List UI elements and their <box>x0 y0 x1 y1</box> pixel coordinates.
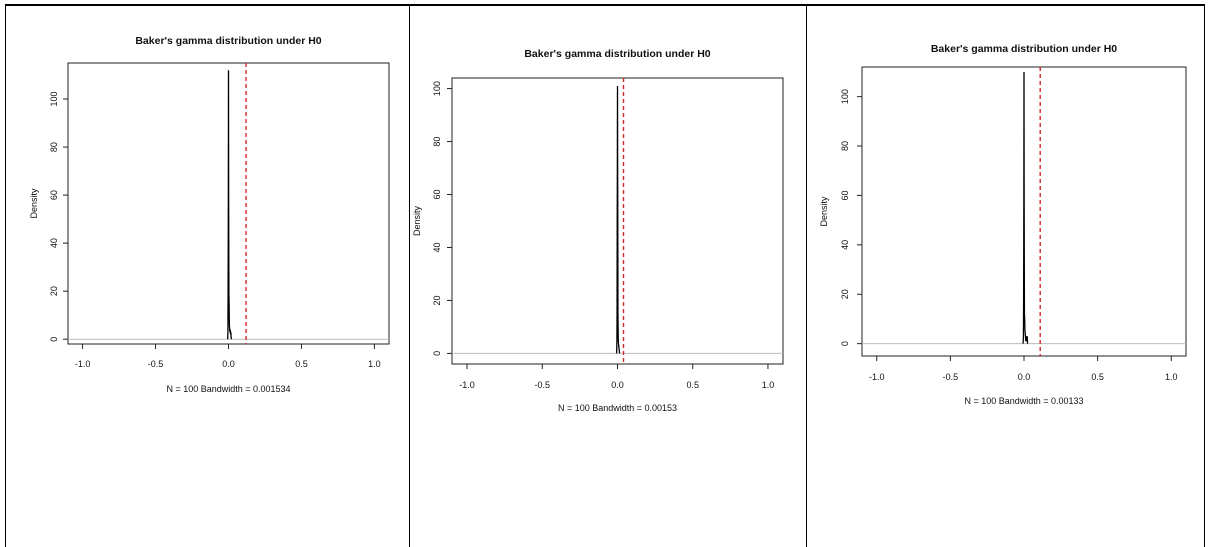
density-plot-1: Baker's gamma distribution under H0 N = … <box>29 35 390 394</box>
density-curve <box>1022 71 1029 344</box>
y-tick-label: 0 <box>840 341 850 346</box>
density-curve <box>615 85 621 354</box>
x-tick-label: 1.0 <box>1165 372 1178 382</box>
chart-title: Baker's gamma distribution under H0 <box>524 48 710 60</box>
x-axis-label: N = 100 Bandwidth = 0.001534 <box>166 384 290 394</box>
density-plot-3: Baker's gamma distribution under H0 N = … <box>819 43 1187 406</box>
x-tick-label: -1.0 <box>869 372 885 382</box>
x-tick-label: -0.5 <box>148 359 164 369</box>
density-plot-2: Baker's gamma distribution under H0 N = … <box>412 48 784 413</box>
x-tick-label: 0.0 <box>611 380 624 390</box>
y-tick-label: 100 <box>432 81 442 96</box>
x-tick-label: -0.5 <box>535 380 551 390</box>
x-tick-label: 0.0 <box>222 359 235 369</box>
x-tick-label: 0.5 <box>295 359 308 369</box>
y-tick-label: 0 <box>432 351 442 356</box>
y-axis-label: Density <box>29 188 39 219</box>
chart-title: Baker's gamma distribution under H0 <box>135 35 321 47</box>
chart-title: Baker's gamma distribution under H0 <box>931 43 1117 55</box>
y-tick-label: 80 <box>432 137 442 147</box>
x-tick-label: 0.5 <box>1091 372 1104 382</box>
density-curve <box>226 70 233 340</box>
x-tick-label: 1.0 <box>368 359 381 369</box>
y-axis-label: Density <box>412 205 422 236</box>
y-tick-label: 60 <box>49 190 59 200</box>
y-tick-label: 40 <box>49 238 59 248</box>
y-tick-label: 60 <box>840 190 850 200</box>
y-tick-label: 20 <box>432 295 442 305</box>
y-tick-label: 0 <box>49 337 59 342</box>
cell-divider <box>806 4 807 547</box>
cell-divider <box>409 4 410 547</box>
y-tick-label: 60 <box>432 190 442 200</box>
x-tick-label: 1.0 <box>762 380 775 390</box>
x-axis-label: N = 100 Bandwidth = 0.00133 <box>964 396 1083 406</box>
x-tick-label: -0.5 <box>943 372 959 382</box>
x-tick-label: 0.0 <box>1018 372 1031 382</box>
figure-table-frame <box>5 4 1205 547</box>
y-tick-label: 100 <box>49 92 59 107</box>
x-tick-label: -1.0 <box>459 380 475 390</box>
y-tick-label: 80 <box>49 142 59 152</box>
y-tick-label: 100 <box>840 89 850 104</box>
y-tick-label: 20 <box>49 286 59 296</box>
y-tick-label: 20 <box>840 289 850 299</box>
y-tick-label: 40 <box>432 242 442 252</box>
y-tick-label: 40 <box>840 240 850 250</box>
x-axis-label: N = 100 Bandwidth = 0.00153 <box>558 403 677 413</box>
x-tick-label: -1.0 <box>75 359 91 369</box>
x-tick-label: 0.5 <box>686 380 699 390</box>
y-tick-label: 80 <box>840 141 850 151</box>
y-axis-label: Density <box>819 196 829 227</box>
